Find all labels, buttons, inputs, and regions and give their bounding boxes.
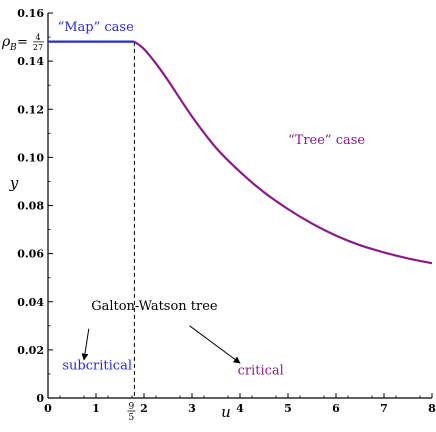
axes [47,13,432,399]
special-x-tick-numerator: 9 [129,402,135,412]
x-tick-label: 4 [236,402,244,415]
y-axis-label: y [9,174,19,192]
rho-b-symbol: ρ [1,34,11,50]
x-tick-label: 2 [140,402,148,415]
rho-b-subscript: B [9,43,17,53]
rho-b-denominator: 27 [33,43,43,52]
x-tick-label: 3 [188,402,196,415]
y-tick-label: 0.06 [17,248,44,261]
rho-b-numerator: 4 [35,33,40,42]
annotation-subcritical: subcritical [62,359,132,374]
x-tick-label: 8 [428,402,436,415]
series [48,40,433,398]
annotation-tree: “Tree” case [288,133,365,148]
annotation-critical: critical [238,363,284,378]
y-tick-label: 0.02 [17,344,44,357]
y-tick-label: 0.08 [17,200,44,213]
rho-b-equals: = [17,35,28,50]
series-line-1 [133,40,433,265]
ticks: 0 1 2 3 4 5 6 7 8 0 0.02 0.04 0.06 0.08 0.10 0.12 0.14 0.… [1,7,436,423]
x-tick-label: 1 [92,402,100,415]
x-tick-label: 0 [44,402,52,415]
special-x-tick-denominator: 5 [129,413,135,423]
annotation-arrow-1 [189,325,241,364]
annotation-arrow-0 [81,328,90,361]
y-tick-label: 0.10 [17,151,44,164]
x-tick-label: 6 [332,402,340,415]
y-tick-label: 0.12 [17,103,44,116]
x-axis-label: u [221,403,231,421]
y-tick-label: 0.14 [17,55,44,68]
annotations: “Map” case “Tree” case Galton-Watson tree s… [58,20,366,378]
annotation-map: “Map” case [58,20,135,35]
annotation-gw: Galton-Watson tree [91,299,218,314]
x-tick-label: 5 [284,402,292,415]
y-tick-label: 0 [36,392,44,405]
y-tick-label: 0.04 [17,296,44,309]
y-tick-label: 0.16 [17,7,44,20]
x-tick-label: 7 [380,402,388,415]
